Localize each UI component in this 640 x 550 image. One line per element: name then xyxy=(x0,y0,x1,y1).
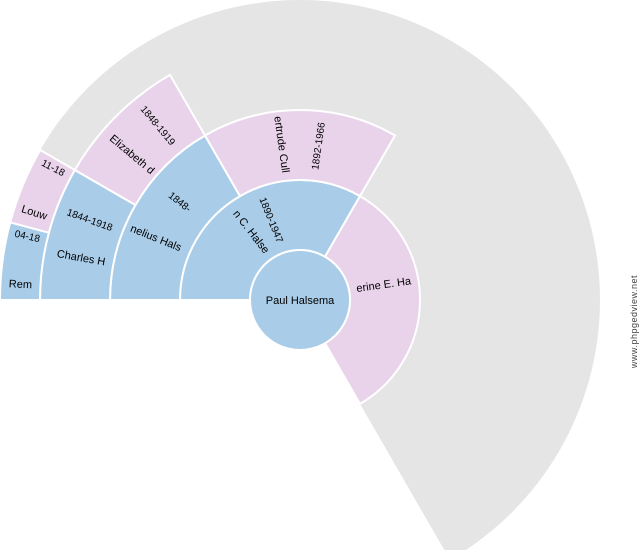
fan-chart-svg: John C. Halsema1890-1947Catherine E. Hav… xyxy=(0,0,640,550)
center-person[interactable] xyxy=(250,250,350,350)
fan-chart-container: John C. Halsema1890-1947Catherine E. Hav… xyxy=(0,0,640,550)
credit-text: www.phpgedview.net xyxy=(629,275,639,368)
